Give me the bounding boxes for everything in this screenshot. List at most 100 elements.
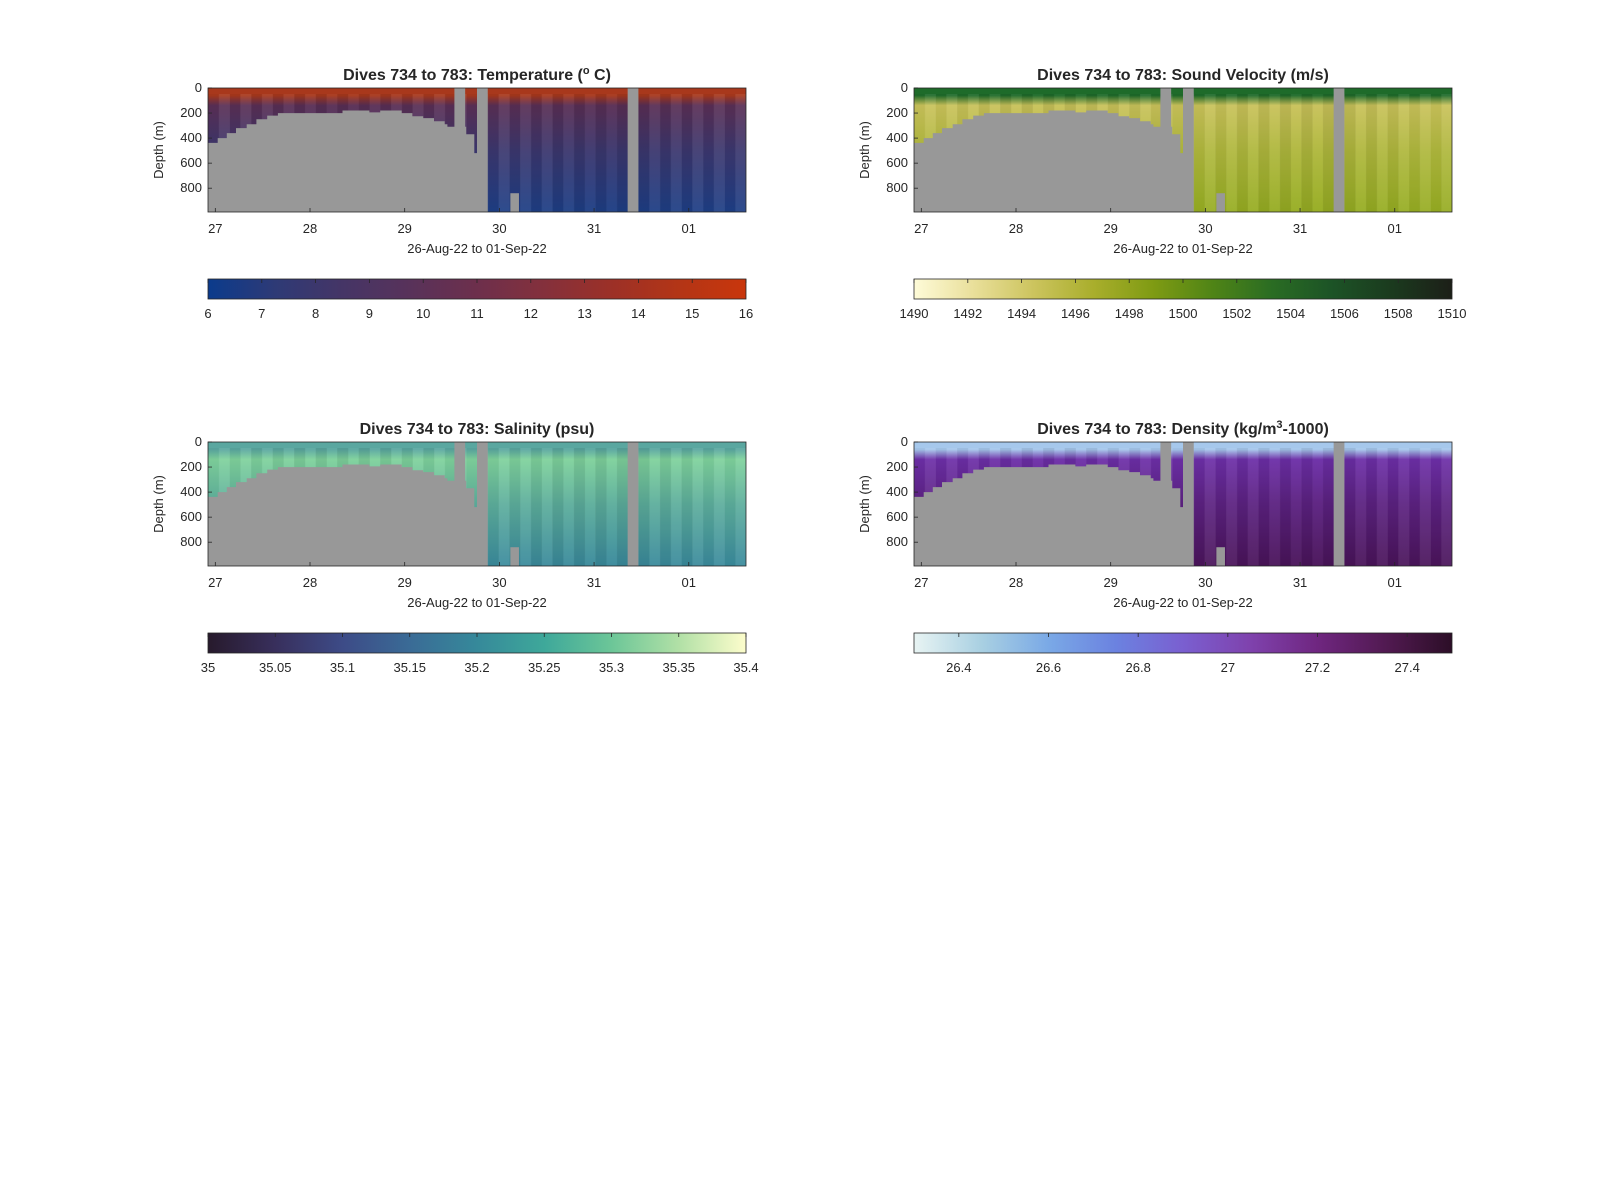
x-tick-label: 01 [682, 221, 696, 236]
heatmap-column [1258, 94, 1270, 212]
y-tick-label: 0 [901, 434, 908, 449]
colorbar-tick-label: 14 [631, 306, 645, 321]
colorbar-tick-label: 1490 [900, 306, 929, 321]
x-tick-label: 28 [303, 221, 317, 236]
no-data-region [510, 547, 519, 566]
colorbar-tick-label: 35.3 [599, 660, 624, 675]
colorbar-tick-label: 35.05 [259, 660, 292, 675]
x-tick-label: 30 [1198, 221, 1212, 236]
missing-dive-column [1333, 442, 1345, 566]
heatmap-column [724, 94, 735, 212]
heatmap-column [563, 448, 575, 566]
missing-dive-column [1183, 88, 1194, 212]
plot-frame [913, 441, 1453, 567]
colorbar [913, 632, 1453, 654]
heatmap-column [606, 448, 617, 566]
heatmap-column [616, 94, 629, 212]
heatmap-column [585, 94, 596, 212]
colorbar-tick-label: 35.1 [330, 660, 355, 675]
heatmap-column [1441, 94, 1453, 212]
x-tick-label: 27 [208, 575, 222, 590]
x-tick-label: 28 [303, 575, 317, 590]
colorbar-tick-label: 27.2 [1305, 660, 1330, 675]
chart-title-main: Dives 734 to 783: Salinity (psu) [360, 421, 595, 438]
missing-dive-column [454, 442, 466, 566]
heatmap-column [1344, 448, 1356, 566]
heatmap-column [735, 448, 747, 566]
colorbar-tick-label: 35.15 [393, 660, 426, 675]
no-data-region [914, 110, 1189, 212]
y-axis-label: Depth (m) [857, 475, 872, 533]
heatmap-column [638, 94, 650, 212]
heatmap-column [530, 94, 543, 212]
heatmap-column [1291, 448, 1302, 566]
heatmap-column [1376, 94, 1388, 212]
x-tick-label: 31 [587, 575, 601, 590]
chart-title-superscript: o [583, 65, 590, 77]
heatmap-column [520, 448, 532, 566]
heatmap-column [1355, 94, 1367, 212]
x-tick-label: 29 [1103, 221, 1117, 236]
y-tick-label: 600 [886, 155, 908, 170]
colorbar-tick-label: 35.25 [528, 660, 561, 675]
no-data-region [208, 464, 483, 566]
chart-panel-2: Dives 734 to 783: Sound Velocity (m/s) 0 2… [857, 67, 1466, 321]
heatmap-column [1204, 94, 1216, 212]
y-tick-label: 600 [180, 155, 202, 170]
colorbar-tick-label: 16 [739, 306, 753, 321]
x-tick-label: 31 [587, 221, 601, 236]
missing-dive-column [454, 88, 466, 212]
colorbar-tick-label: 1500 [1169, 306, 1198, 321]
heatmap-column [1226, 448, 1238, 566]
chart-panel-4: Dives 734 to 783: Density (kg/m3-1000) 0 2… [857, 419, 1453, 675]
x-tick-label: 27 [914, 221, 928, 236]
missing-dive-column [1160, 88, 1172, 212]
heatmap-column [1408, 94, 1421, 212]
missing-dive-column [1183, 442, 1194, 566]
heatmap-column [1194, 94, 1205, 212]
y-tick-label: 400 [180, 484, 202, 499]
heatmap-column [595, 448, 607, 566]
x-tick-label: 30 [492, 575, 506, 590]
heatmap-column [1398, 94, 1410, 212]
missing-dive-column [627, 88, 639, 212]
y-tick-label: 400 [180, 130, 202, 145]
colorbar-tick-label: 1494 [1007, 306, 1036, 321]
no-data-region [914, 464, 1189, 566]
heatmap-column [1279, 94, 1292, 212]
heatmap-column [1279, 448, 1292, 566]
heatmap-column [1269, 94, 1281, 212]
heatmap-column [702, 448, 715, 566]
heatmap-column [692, 94, 704, 212]
heatmap-column [1387, 448, 1399, 566]
no-data-region [1216, 193, 1225, 212]
heatmap-column [1204, 448, 1216, 566]
chart-title-tail: -1000) [1283, 421, 1329, 438]
heatmap-column [1258, 448, 1270, 566]
heatmap-column [681, 94, 693, 212]
colorbar-tick-label: 35.2 [464, 660, 489, 675]
x-tick-label: 28 [1009, 575, 1023, 590]
chart-title-tail: C) [590, 67, 611, 84]
heatmap-column [1269, 448, 1281, 566]
chart-title: Dives 734 to 783: Salinity (psu) [360, 421, 595, 438]
heatmap-column [1194, 448, 1205, 566]
heatmap-column [1419, 448, 1431, 566]
heatmap-column [1226, 94, 1238, 212]
heatmap-column [1365, 94, 1378, 212]
no-data-region [510, 193, 519, 212]
heatmap-column [595, 94, 607, 212]
chart-title: Dives 734 to 783: Temperature (o C) [343, 65, 611, 84]
x-tick-label: 27 [208, 221, 222, 236]
heatmap-column [713, 94, 725, 212]
heatmap-column [1312, 94, 1323, 212]
heatmap-column [1430, 94, 1441, 212]
colorbar-tick-label: 9 [366, 306, 373, 321]
y-axis-label: Depth (m) [151, 121, 166, 179]
heatmap-column [1301, 448, 1313, 566]
chart-title-main: Dives 734 to 783: Temperature ( [343, 67, 583, 84]
heatmap-column [541, 94, 553, 212]
y-tick-label: 800 [886, 180, 908, 195]
chart-title-main: Dives 734 to 783: Density (kg/m [1037, 421, 1276, 438]
heatmap-column [530, 448, 543, 566]
